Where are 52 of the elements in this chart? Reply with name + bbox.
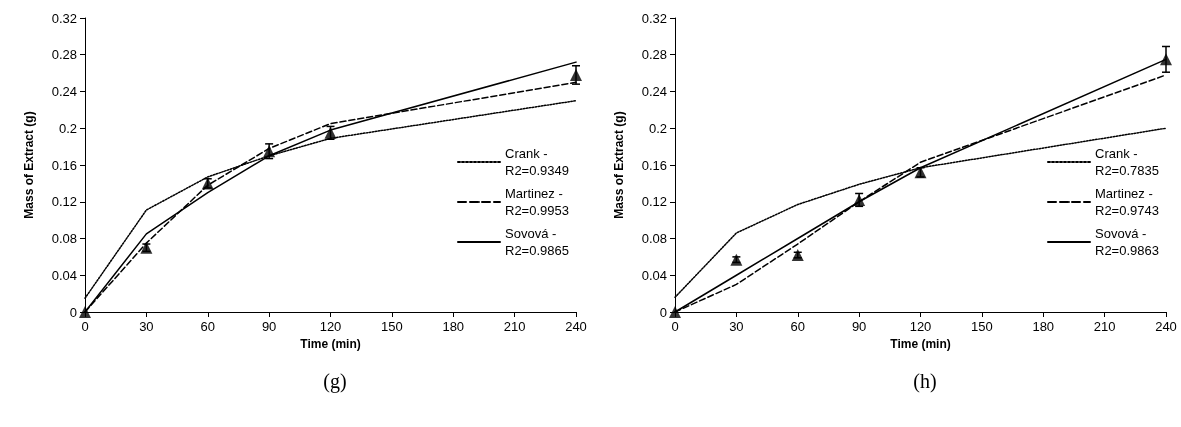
legend-label: Sovová - R2=0.9865 <box>505 226 569 258</box>
x-tick-label: 180 <box>442 319 465 334</box>
point <box>570 68 582 81</box>
x-tick-label: 30 <box>139 319 154 334</box>
y-tick-label: 0.16 <box>51 157 77 173</box>
x-tick-label: 240 <box>1155 319 1177 334</box>
point <box>1160 53 1172 66</box>
x-tick-label: 0 <box>671 319 679 334</box>
y-axis-title: Mass of Extract (g) <box>612 111 626 219</box>
legend-label: Sovová - R2=0.9863 <box>1095 226 1159 258</box>
legend-label: Crank - R2=0.9349 <box>505 146 569 178</box>
y-tick-label: 0.28 <box>641 47 667 63</box>
y-tick-label: 0.04 <box>51 267 77 283</box>
y-tick-label: 0.08 <box>51 231 77 246</box>
x-tick-label: 180 <box>1032 319 1055 334</box>
text: (g) <box>322 370 348 393</box>
x-tick-label: 210 <box>503 319 526 334</box>
legend-label: Crank - R2=0.7835 <box>1095 146 1159 178</box>
point <box>79 306 91 318</box>
y-tick-label: 0.04 <box>641 267 667 283</box>
x-tick-label: 210 <box>1093 319 1116 334</box>
y-tick-label: 0.16 <box>641 157 667 173</box>
x-axis-title: Time (min) <box>300 337 361 351</box>
x-tick-label: 150 <box>381 319 403 334</box>
y-tick-label: 0.24 <box>51 84 77 99</box>
legend-label: Martinez - R2=0.9743 <box>1095 186 1159 218</box>
y-tick-label: 0.32 <box>51 10 77 26</box>
y-tick-label: 0.12 <box>51 194 77 210</box>
y-tick-label: 0.12 <box>641 194 667 210</box>
point <box>669 306 681 318</box>
y-tick-label: 0.2 <box>648 120 667 136</box>
x-tick-label: 60 <box>200 319 215 334</box>
x-tick-label: 0 <box>81 319 89 334</box>
y-tick-label: 0 <box>69 304 77 320</box>
x-tick-label: 120 <box>319 319 342 334</box>
x-tick-label: 90 <box>261 319 277 334</box>
text: (h) <box>912 370 938 393</box>
y-tick-label: 0.24 <box>641 84 667 99</box>
y-tick-label: 0.28 <box>51 47 77 63</box>
x-tick-label: 30 <box>729 319 744 334</box>
y-tick-label: 0 <box>659 304 667 320</box>
y-axis-title: Mass of Extract (g) <box>22 111 36 219</box>
x-tick-label: 240 <box>565 319 587 334</box>
legend-label: Martinez - R2=0.9953 <box>505 186 569 218</box>
x-tick-label: 90 <box>851 319 867 334</box>
x-axis-title: Time (min) <box>890 337 951 351</box>
y-tick-label: 0.2 <box>58 120 77 136</box>
y-tick-label: 0.08 <box>641 231 667 246</box>
y-tick-label: 0.32 <box>641 10 667 26</box>
x-tick-label: 60 <box>790 319 805 334</box>
x-tick-label: 120 <box>909 319 932 334</box>
x-tick-label: 150 <box>971 319 993 334</box>
